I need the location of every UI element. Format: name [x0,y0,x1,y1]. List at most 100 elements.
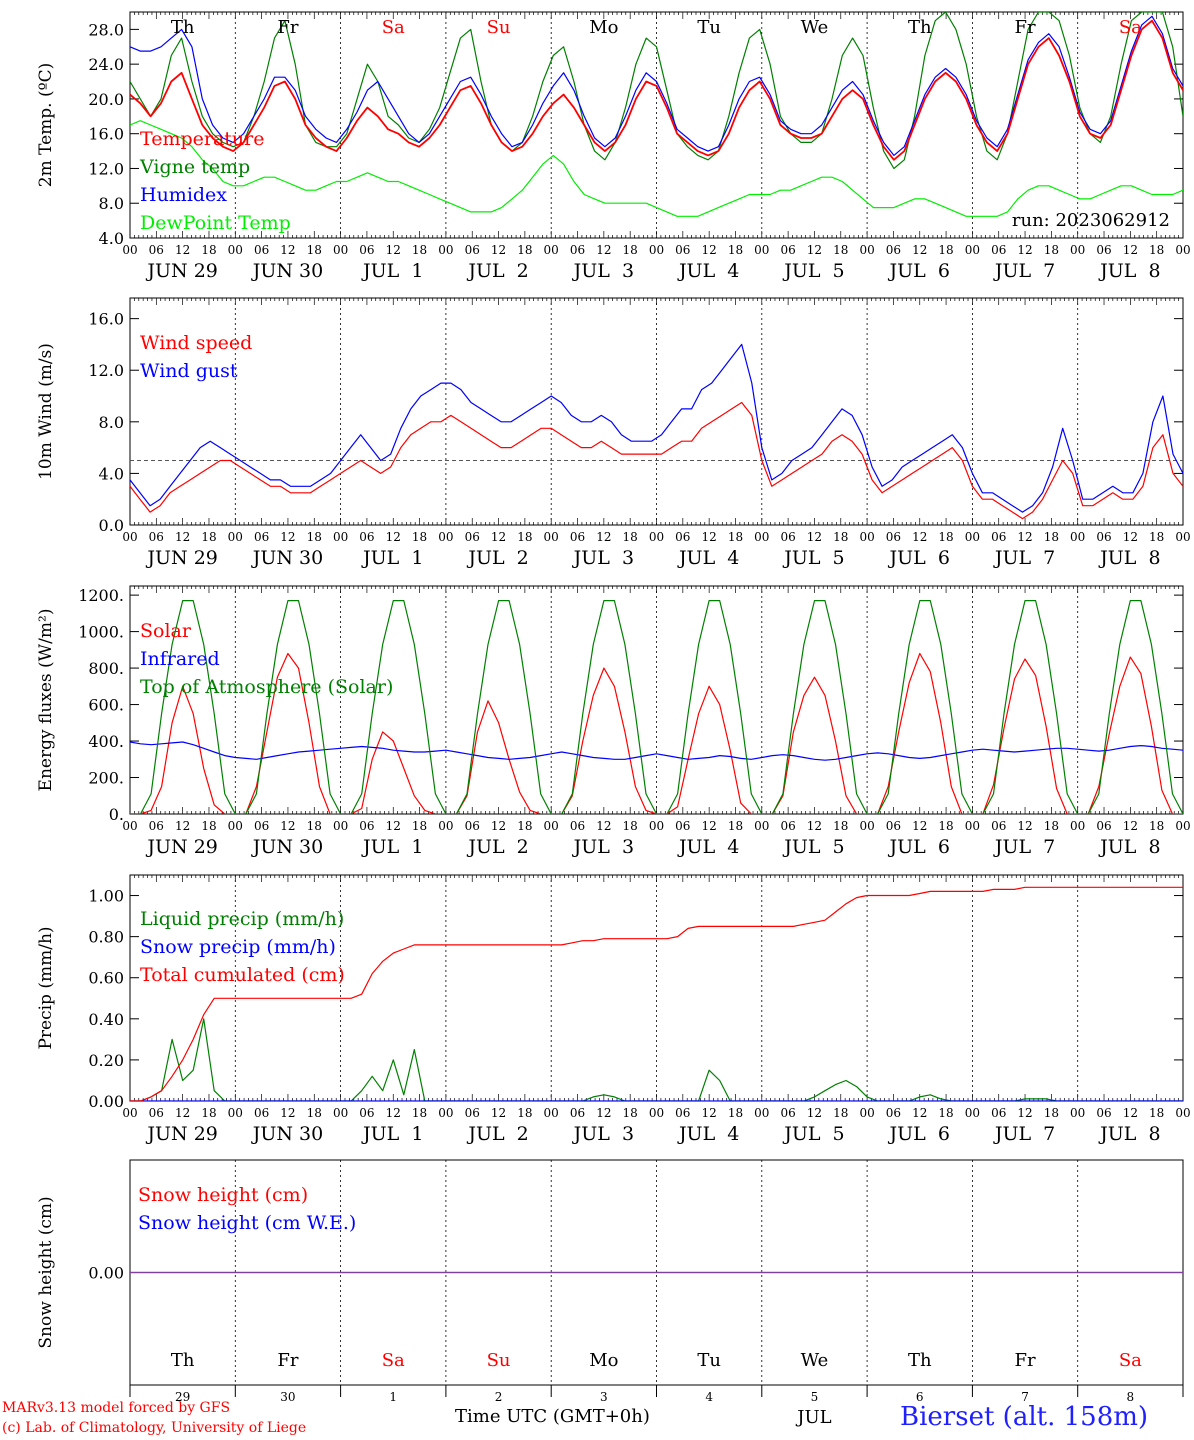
x-tick-label: 18 [938,530,953,544]
series-line-top-of-atmosphere-solar- [130,599,1183,814]
x-tick-label: 06 [570,243,585,257]
footer-lab-credit: (c) Lab. of Climatology, University of L… [2,1420,307,1436]
day-label: JUL 4 [677,260,739,282]
x-tick-label: 06 [991,243,1006,257]
x-tick-label: 06 [359,819,374,833]
x-tick-label: 06 [991,530,1006,544]
x-tick-label: 18 [201,530,216,544]
day-label: JUL 1 [361,836,423,858]
x-tick-label: 18 [517,1106,532,1120]
x-tick-label: 00 [859,1106,874,1120]
legend-entry: Snow precip (mm/h) [140,936,336,958]
x-tick-label: 18 [833,243,848,257]
series-line-wind-gust [130,343,1183,513]
x-tick-label: 18 [623,530,638,544]
x-tick-label: 00 [544,530,559,544]
day-label: JUL 7 [993,260,1055,282]
x-tick-label: 00 [754,1106,769,1120]
x-tick-label: 12 [175,530,190,544]
x-tick-label: 00 [228,530,243,544]
weekday-label: Fr [277,17,298,38]
y-tick-label: 4.0 [99,229,124,248]
weekday-label: Th [171,1350,195,1371]
x-tick-label: 06 [780,530,795,544]
x-tick-label: 12 [1017,819,1032,833]
weekday-label: Sa [1119,17,1142,38]
weekday-label: Tu [697,17,721,38]
y-tick-label: 24.0 [88,55,124,74]
x-tick-label: 00 [228,819,243,833]
day-label: JUN 30 [251,836,323,858]
day-label: JUN 30 [251,1123,323,1145]
legend-entry: Wind gust [140,360,238,382]
x-tick-label: 18 [833,530,848,544]
series-line-temperature [130,19,1183,161]
y-tick-label: 0. [109,805,124,824]
x-tick-label: 18 [307,243,322,257]
y-tick-label: 8.0 [99,194,124,213]
x-tick-label: 12 [175,819,190,833]
day-number-label: 1 [389,1390,397,1404]
legend-entry: Liquid precip (mm/h) [140,908,344,930]
legend-entry: Vigne temp [139,156,250,178]
x-tick-label: 00 [122,1106,137,1120]
weekday-label: Su [487,1350,511,1371]
day-number-label: 2 [495,1390,503,1404]
legend-entry: Total cumulated (cm) [140,964,345,986]
x-tick-label: 18 [1149,819,1164,833]
day-label: JUL 5 [782,1123,844,1145]
x-tick-label: 12 [1123,530,1138,544]
day-label: JUL 4 [677,1123,739,1145]
day-label: JUL 5 [782,836,844,858]
series-group [130,599,1183,814]
day-label: JUL 1 [361,1123,423,1145]
x-tick-label: 00 [122,819,137,833]
x-tick-label: 18 [938,1106,953,1120]
x-tick-label: 12 [1123,243,1138,257]
x-tick-label: 18 [1149,243,1164,257]
x-tick-label: 18 [412,819,427,833]
x-tick-label: 18 [201,243,216,257]
day-label: JUL 7 [993,1123,1055,1145]
y-tick-label: 0.20 [88,1051,124,1070]
day-label: JUL 6 [888,836,950,858]
weekday-label: Fr [1015,17,1036,38]
x-tick-label: 00 [228,243,243,257]
x-tick-label: 18 [412,530,427,544]
weekday-label: Mo [589,17,618,38]
x-tick-label: 12 [386,243,401,257]
x-tick-label: 06 [675,243,690,257]
y-tick-label: 4.0 [99,464,124,483]
y-axis-label: 10m Wind (m/s) [36,343,56,480]
x-tick-label: 12 [912,243,927,257]
y-tick-label: 20.0 [88,90,124,109]
legend-entry: Snow height (cm) [138,1184,308,1206]
x-tick-label: 00 [754,530,769,544]
x-tick-label: 00 [965,243,980,257]
series-line-total-cumulated-cm- [130,886,1183,1101]
x-tick-label: 18 [623,819,638,833]
x-tick-label: 18 [833,819,848,833]
x-tick-label: 18 [307,819,322,833]
x-tick-label: 12 [491,243,506,257]
x-tick-label: 18 [1044,1106,1059,1120]
x-tick-label: 06 [465,243,480,257]
day-label: JUL 2 [466,547,528,569]
day-number-label: 5 [811,1390,819,1404]
x-tick-label: 06 [465,819,480,833]
day-label: JUL 6 [888,260,950,282]
x-tick-label: 12 [596,819,611,833]
x-tick-label: 12 [280,819,295,833]
x-tick-label: 12 [807,819,822,833]
day-label: JUN 29 [145,260,217,282]
x-tick-label: 12 [491,530,506,544]
series-line-solar [130,652,1183,814]
x-tick-label: 00 [1175,1106,1190,1120]
x-tick-label: 12 [807,243,822,257]
day-label: JUL 7 [993,547,1055,569]
x-tick-label: 18 [412,1106,427,1120]
y-tick-label: 1200. [78,586,124,605]
x-tick-label: 00 [965,530,980,544]
x-tick-label: 06 [886,530,901,544]
day-label: JUL 2 [466,836,528,858]
